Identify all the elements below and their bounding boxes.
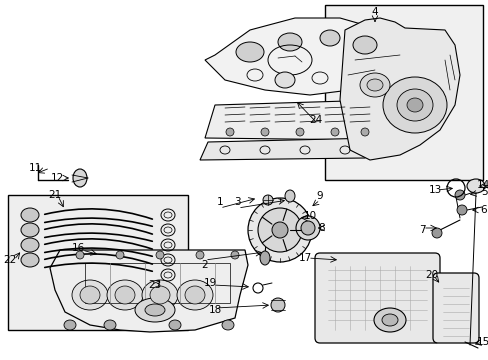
Ellipse shape [80, 286, 100, 304]
Ellipse shape [236, 42, 264, 62]
Text: 9: 9 [316, 191, 323, 201]
Ellipse shape [270, 298, 285, 312]
Text: 19: 19 [203, 278, 216, 288]
Ellipse shape [107, 280, 142, 310]
Ellipse shape [366, 79, 382, 91]
Text: 21: 21 [48, 190, 61, 200]
Ellipse shape [352, 36, 376, 54]
FancyBboxPatch shape [432, 273, 478, 343]
Text: 1: 1 [216, 197, 223, 207]
Ellipse shape [278, 33, 302, 51]
Text: 24: 24 [309, 115, 322, 125]
Bar [85, 263, 229, 303]
Polygon shape [200, 138, 374, 160]
Ellipse shape [21, 208, 39, 222]
Ellipse shape [156, 251, 163, 259]
Ellipse shape [177, 280, 213, 310]
Ellipse shape [456, 205, 466, 215]
Ellipse shape [73, 169, 87, 187]
Text: 14: 14 [475, 180, 488, 190]
Ellipse shape [72, 280, 108, 310]
Ellipse shape [64, 320, 76, 330]
Ellipse shape [150, 286, 170, 304]
Ellipse shape [301, 221, 314, 235]
Ellipse shape [274, 72, 294, 88]
Ellipse shape [21, 223, 39, 237]
Ellipse shape [184, 286, 204, 304]
Text: 7: 7 [418, 225, 425, 235]
Ellipse shape [142, 280, 178, 310]
Text: 20: 20 [425, 270, 438, 280]
Ellipse shape [21, 253, 39, 267]
Ellipse shape [260, 251, 269, 265]
Ellipse shape [285, 190, 294, 202]
Polygon shape [204, 18, 389, 95]
Ellipse shape [319, 30, 339, 46]
Ellipse shape [247, 198, 311, 262]
Ellipse shape [222, 320, 234, 330]
Text: 4: 4 [371, 7, 378, 17]
Ellipse shape [431, 228, 441, 238]
FancyBboxPatch shape [314, 253, 439, 343]
Ellipse shape [381, 314, 397, 326]
Ellipse shape [261, 128, 268, 136]
Text: 8: 8 [318, 223, 325, 233]
Ellipse shape [396, 89, 432, 121]
Ellipse shape [116, 251, 124, 259]
Ellipse shape [466, 179, 484, 193]
Ellipse shape [258, 208, 302, 252]
Ellipse shape [373, 308, 405, 332]
Ellipse shape [230, 251, 239, 259]
Ellipse shape [263, 195, 272, 205]
Text: 10: 10 [303, 211, 316, 221]
Ellipse shape [225, 128, 234, 136]
Text: 5: 5 [480, 187, 487, 197]
Ellipse shape [196, 251, 203, 259]
Polygon shape [50, 250, 247, 332]
Text: 16: 16 [71, 243, 84, 253]
Ellipse shape [295, 128, 304, 136]
Text: 18: 18 [208, 305, 221, 315]
Bar [8, 195, 187, 330]
Ellipse shape [382, 77, 446, 133]
Ellipse shape [21, 238, 39, 252]
Ellipse shape [454, 190, 464, 200]
Ellipse shape [76, 251, 84, 259]
Ellipse shape [135, 298, 175, 322]
Ellipse shape [295, 216, 319, 240]
Text: 6: 6 [480, 205, 487, 215]
Ellipse shape [360, 128, 368, 136]
Text: 2: 2 [201, 260, 208, 270]
Text: 22: 22 [3, 255, 17, 265]
Ellipse shape [145, 304, 164, 316]
Text: 15: 15 [475, 337, 488, 347]
Text: 17: 17 [298, 253, 311, 263]
Ellipse shape [104, 320, 116, 330]
Ellipse shape [115, 286, 135, 304]
Bar [325, 5, 482, 180]
Ellipse shape [169, 320, 181, 330]
Polygon shape [339, 18, 459, 160]
Polygon shape [204, 100, 379, 140]
Text: 3: 3 [233, 197, 240, 207]
Text: 12: 12 [50, 173, 63, 183]
Text: 11: 11 [28, 163, 41, 173]
Text: 23: 23 [148, 280, 162, 290]
Ellipse shape [271, 222, 287, 238]
Ellipse shape [330, 128, 338, 136]
Ellipse shape [406, 98, 422, 112]
Ellipse shape [359, 73, 389, 97]
Text: 13: 13 [427, 185, 441, 195]
